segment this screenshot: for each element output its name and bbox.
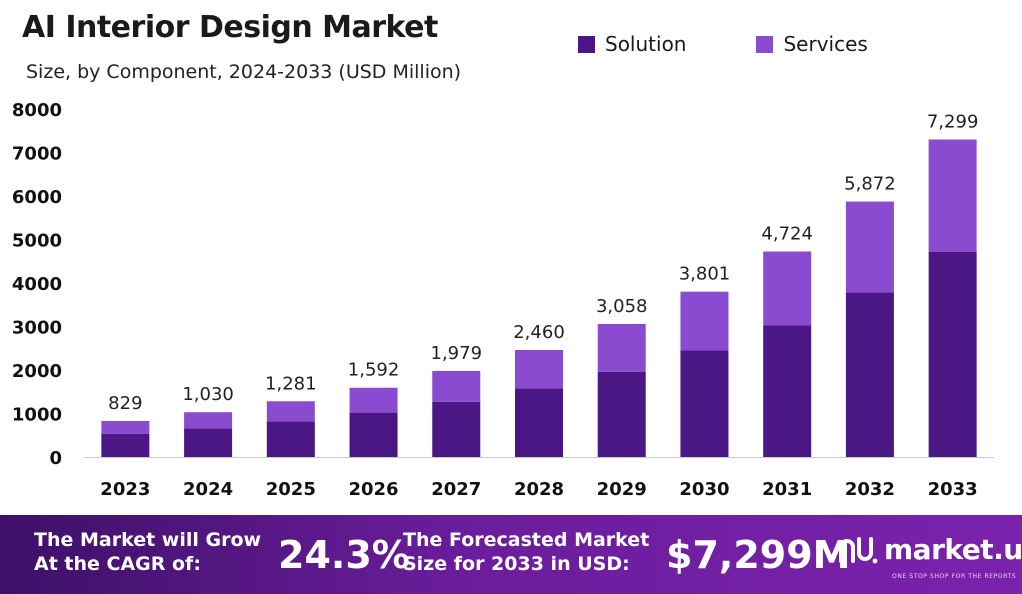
forecast-size-value: $7,299M: [666, 533, 851, 577]
bar-services-2031: [763, 251, 812, 326]
brand-tagline: ONE STOP SHOP FOR THE REPORTS: [892, 573, 1017, 580]
total-label-2027: 1,979: [431, 343, 483, 364]
x-tick-label-2032: 2032: [845, 479, 895, 500]
brand-logo[interactable]: market.us: [838, 533, 1022, 566]
legend-item-services: Services: [756, 32, 868, 56]
bar-solution-2030: [680, 350, 729, 457]
x-tick-label-2026: 2026: [348, 479, 398, 500]
total-label-2033: 7,299: [927, 111, 979, 132]
bar-services-2024: [184, 412, 233, 429]
footer-banner: The Market will Grow At the CAGR of: 24.…: [0, 515, 1022, 594]
y-tick-label: 1000: [12, 405, 62, 426]
cagr-label: The Market will Grow At the CAGR of:: [34, 529, 262, 575]
bar-solution-2028: [515, 388, 563, 457]
bar-solution-2026: [349, 412, 398, 457]
bar-services-2033: [928, 139, 977, 252]
bar-solution-2023: [101, 433, 150, 457]
x-tick-label-2031: 2031: [762, 479, 812, 500]
bar-services-2029: [597, 323, 646, 372]
total-label-2024: 1,030: [182, 384, 234, 405]
bar-solution-2031: [763, 325, 812, 457]
y-tick-label: 2000: [12, 361, 62, 382]
chart-subtitle: Size, by Component, 2024-2033 (USD Milli…: [26, 61, 462, 83]
bar-chart: 0 1000 2000 3000 4000 5000 6000 7000 8000 829 2023…: [12, 100, 994, 500]
bar-solution-2032: [845, 292, 894, 457]
bar-services-2028: [515, 349, 563, 389]
total-label-2031: 4,724: [761, 224, 813, 245]
y-tick-label: 6000: [12, 187, 62, 208]
bar-services-2026: [349, 387, 398, 413]
x-tick-label-2029: 2029: [597, 479, 647, 500]
x-tick-label-2028: 2028: [514, 479, 564, 500]
forecast-size-label: The Forecasted Market Size for 2033 in U…: [403, 529, 650, 575]
total-label-2029: 3,058: [596, 296, 648, 317]
legend-label-solution: Solution: [605, 32, 687, 56]
y-tick-label: 4000: [12, 274, 62, 295]
x-tick-label-2030: 2030: [679, 479, 729, 500]
legend-swatch-services: [756, 35, 774, 53]
legend-item-solution: Solution: [578, 32, 686, 56]
x-tick-label-2027: 2027: [431, 479, 481, 500]
x-tick-label-2025: 2025: [266, 479, 316, 500]
chart-title: AI Interior Design Market: [22, 10, 438, 45]
y-tick-label: 7000: [12, 144, 62, 165]
y-tick-label: 5000: [12, 231, 62, 252]
x-tick-label-2024: 2024: [183, 479, 233, 500]
bar-services-2030: [680, 291, 729, 351]
legend-label-services: Services: [783, 32, 868, 56]
legend-swatch-solution: [578, 35, 595, 53]
total-label-2023: 829: [108, 393, 142, 414]
bar-services-2027: [432, 370, 481, 402]
total-label-2026: 1,592: [348, 360, 400, 381]
bar-solution-2024: [184, 428, 233, 457]
bar-services-2023: [101, 420, 150, 434]
bar-solution-2027: [432, 401, 481, 457]
legend: Solution Services: [578, 32, 868, 56]
brand-name: market.us: [884, 533, 1022, 566]
bar-solution-2029: [597, 371, 646, 457]
cagr-value: 24.3%: [278, 533, 410, 577]
y-tick-label: 8000: [12, 100, 62, 121]
bar-solution-2033: [928, 251, 977, 457]
brand-logo-icon: [839, 536, 878, 563]
y-tick-label: 3000: [12, 318, 62, 339]
y-tick-label: 0: [49, 448, 62, 469]
bar-services-2032: [845, 201, 894, 293]
x-tick-label-2023: 2023: [100, 479, 150, 500]
total-label-2030: 3,801: [679, 264, 731, 285]
bar-solution-2025: [266, 421, 315, 457]
total-label-2028: 2,460: [513, 322, 565, 343]
total-label-2032: 5,872: [844, 174, 896, 195]
x-tick-label-2033: 2033: [928, 479, 978, 500]
total-label-2025: 1,281: [265, 373, 317, 394]
bar-services-2025: [266, 401, 315, 422]
